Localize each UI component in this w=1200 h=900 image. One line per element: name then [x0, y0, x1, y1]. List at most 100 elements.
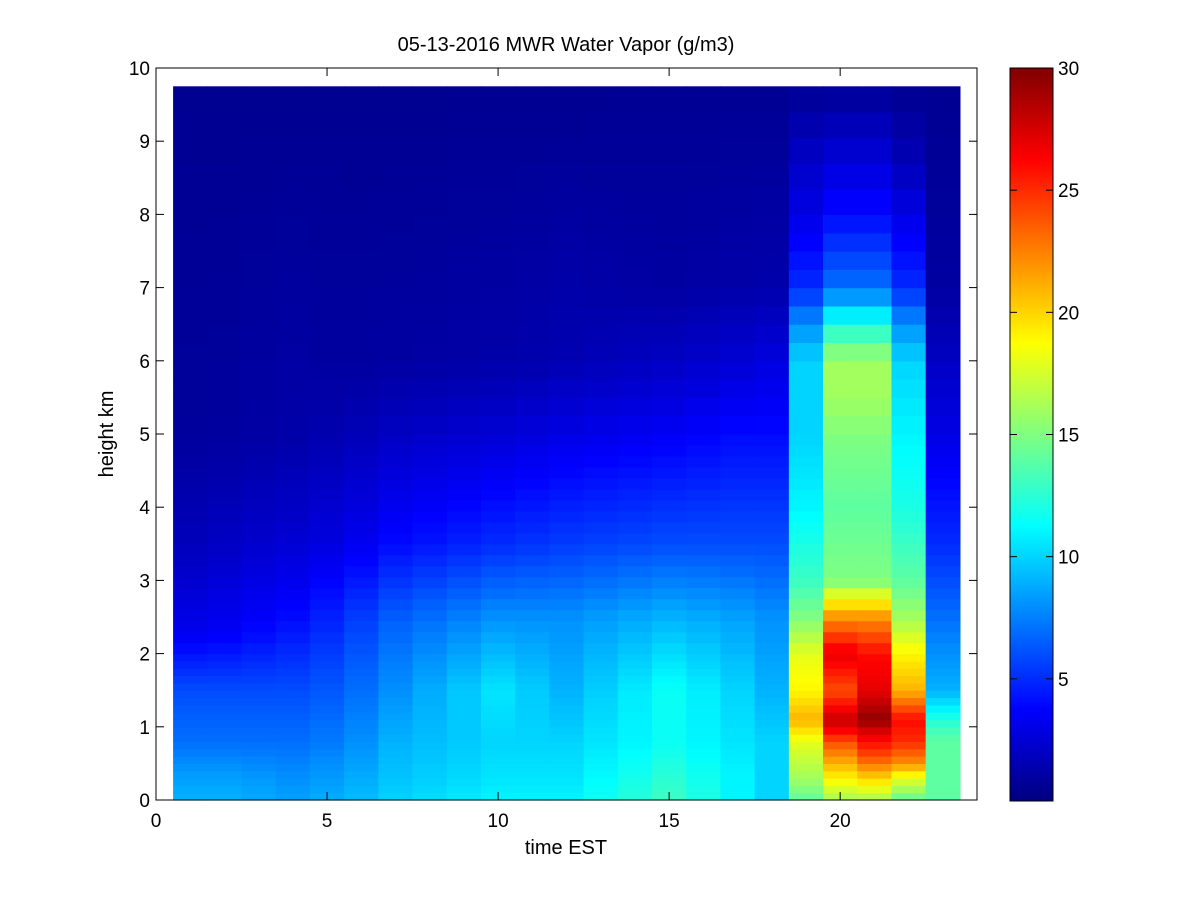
heatmap-cell — [275, 704, 311, 713]
heatmap-cell — [925, 609, 961, 622]
heatmap-cell — [412, 488, 448, 501]
heatmap-cell — [686, 287, 722, 307]
heatmap-cell — [480, 609, 516, 622]
heatmap-cell — [207, 86, 243, 113]
heatmap-cell — [720, 434, 756, 446]
heatmap-cell — [583, 499, 619, 512]
y-tick-label: 8 — [139, 205, 150, 226]
heatmap-cell — [515, 269, 550, 289]
heatmap-cell — [515, 397, 550, 417]
heatmap-cell — [754, 712, 790, 721]
heatmap-cell — [754, 111, 790, 139]
heatmap-cell — [378, 360, 414, 380]
heatmap-cell — [412, 232, 448, 252]
heatmap-cell — [617, 444, 653, 457]
heatmap-cell — [925, 785, 961, 794]
heatmap-cell — [891, 287, 927, 307]
heatmap-cell — [891, 466, 927, 479]
heatmap-cell — [412, 690, 448, 699]
heatmap-cell — [207, 342, 243, 362]
heatmap-cell — [549, 269, 585, 289]
heatmap-cell — [891, 111, 927, 139]
heatmap-cell — [309, 565, 345, 578]
heatmap-cell — [788, 565, 824, 578]
heatmap-cell — [207, 251, 243, 270]
heatmap-cell — [207, 305, 243, 325]
heatmap-cell — [309, 455, 345, 468]
heatmap-cell — [925, 269, 961, 289]
heatmap-cell — [446, 756, 482, 764]
heatmap-cell — [446, 214, 482, 234]
heatmap-cell — [891, 576, 927, 589]
heatmap-cell — [446, 642, 482, 655]
heatmap-cell — [788, 554, 824, 567]
heatmap-cell — [720, 792, 756, 801]
heatmap-cell — [344, 360, 379, 380]
heatmap-cell — [788, 137, 824, 164]
heatmap-cell — [344, 86, 379, 113]
heatmap-cell — [275, 778, 311, 786]
heatmap-cell — [309, 668, 345, 677]
heatmap-cell — [686, 379, 722, 398]
heatmap-cell — [446, 712, 482, 721]
heatmap-cell — [788, 232, 824, 252]
heatmap-cell — [309, 770, 345, 779]
heatmap-cell — [652, 697, 687, 706]
heatmap-cell — [891, 620, 927, 633]
heatmap-cell — [788, 682, 824, 691]
heatmap-cell — [891, 660, 927, 669]
heatmap-cell — [446, 576, 482, 589]
heatmap-cell — [241, 719, 277, 728]
heatmap-cell — [583, 287, 619, 307]
heatmap-cell — [720, 642, 756, 655]
heatmap-cell — [823, 748, 858, 757]
heatmap-cell — [720, 734, 756, 743]
heatmap-cell — [857, 477, 893, 490]
heatmap-cell — [480, 668, 516, 677]
heatmap-cell — [925, 137, 961, 164]
heatmap-cell — [275, 726, 311, 735]
heatmap-cell — [207, 682, 243, 691]
heatmap-cell — [412, 360, 448, 380]
heatmap-cell — [173, 587, 208, 600]
heatmap-cell — [446, 726, 482, 735]
heatmap-cell — [891, 324, 927, 344]
heatmap-cell — [617, 712, 653, 721]
heatmap-cell — [583, 86, 619, 113]
heatmap-cell — [412, 756, 448, 764]
heatmap-cell — [173, 660, 208, 669]
heatmap-cell — [446, 455, 482, 468]
heatmap-cell — [823, 360, 858, 380]
heatmap-cell — [378, 675, 414, 684]
heatmap-cell — [446, 697, 482, 706]
heatmap-cell — [583, 697, 619, 706]
heatmap-cell — [720, 576, 756, 589]
heatmap-cell — [788, 653, 824, 662]
heatmap-cell — [652, 214, 687, 234]
heatmap-cell — [925, 734, 961, 743]
heatmap-cell — [344, 778, 379, 786]
heatmap-cell — [344, 163, 379, 190]
heatmap-cell — [241, 488, 277, 501]
heatmap-cell — [925, 444, 961, 457]
heatmap-cell — [344, 642, 379, 655]
heatmap-cell — [686, 360, 722, 380]
heatmap-cell — [652, 675, 687, 684]
heatmap-cell — [720, 785, 756, 794]
heatmap-cell — [823, 379, 858, 398]
heatmap-cell — [754, 682, 790, 691]
heatmap-cell — [788, 712, 824, 721]
heatmap-cell — [173, 477, 208, 490]
heatmap-cell — [309, 251, 345, 270]
heatmap-cell — [720, 397, 756, 417]
heatmap-cell — [412, 477, 448, 490]
heatmap-cell — [412, 748, 448, 757]
heatmap-cell — [241, 554, 277, 567]
heatmap-cell — [686, 521, 722, 534]
heatmap-cell — [309, 576, 345, 589]
heatmap-cell — [275, 188, 311, 215]
heatmap-cell — [515, 466, 550, 479]
heatmap-cell — [583, 770, 619, 779]
heatmap-cell — [652, 188, 687, 215]
heatmap-cell — [823, 785, 858, 794]
